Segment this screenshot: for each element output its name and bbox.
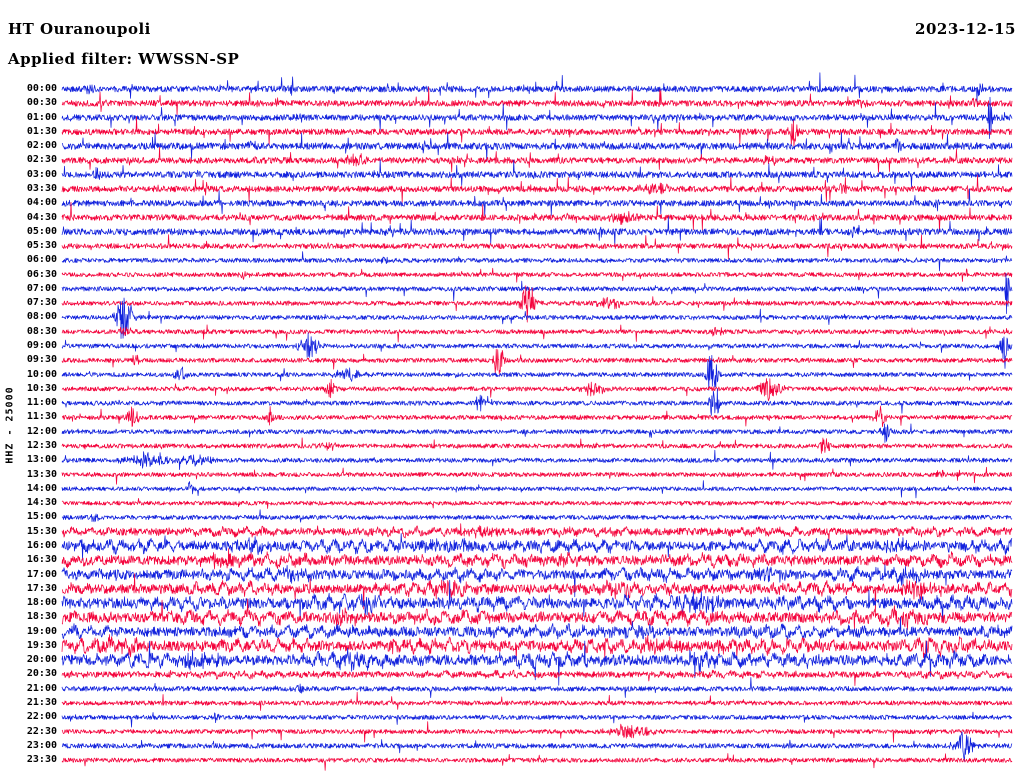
time-label: 12:00 <box>26 425 57 437</box>
time-label: 04:00 <box>26 197 57 209</box>
time-label: 08:30 <box>26 325 57 337</box>
time-label: 16:00 <box>26 539 57 551</box>
time-label: 02:30 <box>26 154 57 166</box>
time-label: 21:00 <box>26 682 57 694</box>
time-label: 05:30 <box>26 240 57 252</box>
time-label: 20:00 <box>26 654 57 666</box>
time-label: 06:00 <box>26 254 57 266</box>
time-label: 01:30 <box>26 125 57 137</box>
time-label: 19:30 <box>26 639 57 651</box>
time-label: 22:00 <box>26 711 57 723</box>
time-label: 07:00 <box>26 282 57 294</box>
time-label: 18:00 <box>26 597 57 609</box>
time-label: 21:30 <box>26 697 57 709</box>
time-label: 05:00 <box>26 225 57 237</box>
time-label: 11:00 <box>26 397 57 409</box>
time-label: 11:30 <box>26 411 57 423</box>
time-label: 14:30 <box>26 497 57 509</box>
time-label: 10:30 <box>26 382 57 394</box>
time-label: 23:30 <box>26 754 57 766</box>
time-label: 15:30 <box>26 525 57 537</box>
time-label: 20:30 <box>26 668 57 680</box>
time-label: 14:00 <box>26 482 57 494</box>
time-label: 03:30 <box>26 182 57 194</box>
record-date: 2023-12-15 <box>915 20 1016 38</box>
time-label: 15:00 <box>26 511 57 523</box>
time-label: 23:00 <box>26 739 57 751</box>
time-label: 00:00 <box>26 83 57 94</box>
time-label: 03:00 <box>26 168 57 180</box>
time-label: 09:30 <box>26 354 57 366</box>
time-label: 04:30 <box>26 211 57 223</box>
time-label: 01:00 <box>26 111 57 123</box>
time-label: 00:30 <box>26 97 57 109</box>
time-label: 12:30 <box>26 440 57 451</box>
time-label: 16:30 <box>26 554 57 566</box>
time-label: 17:30 <box>26 582 57 594</box>
time-label: 10:00 <box>26 368 57 380</box>
station-title: HT Ouranoupoli <box>8 20 151 38</box>
time-label: 22:30 <box>26 725 57 737</box>
time-label: 08:00 <box>26 311 57 323</box>
time-label: 19:00 <box>26 625 57 637</box>
time-label: 09:00 <box>26 340 57 352</box>
time-label: 18:30 <box>26 611 57 623</box>
applied-filter-label: Applied filter: WWSSN-SP <box>8 50 240 68</box>
time-label: 13:30 <box>26 468 57 480</box>
time-label: 02:00 <box>26 140 57 152</box>
time-label: 17:00 <box>26 568 57 580</box>
time-label: 13:00 <box>26 454 57 466</box>
time-label: 06:30 <box>26 268 57 280</box>
time-label: 07:30 <box>26 297 57 309</box>
